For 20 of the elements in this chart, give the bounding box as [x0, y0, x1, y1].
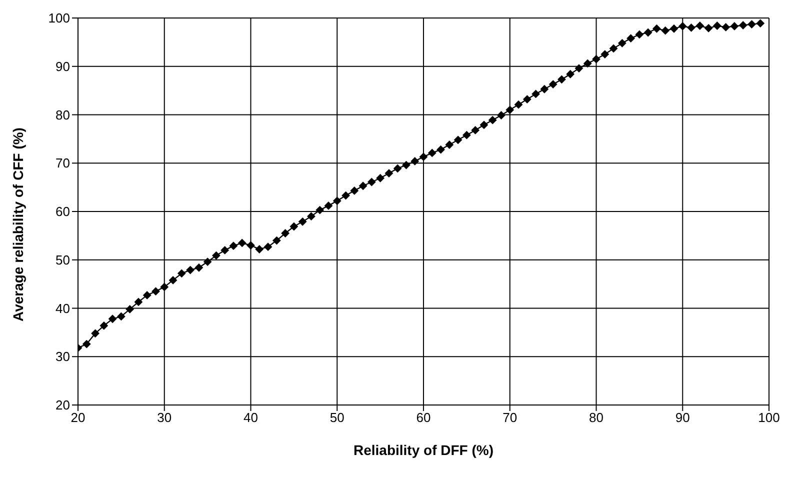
y-tick-label: 20 [56, 398, 70, 413]
y-tick-label: 60 [56, 204, 70, 220]
x-tick-label: 50 [330, 410, 344, 426]
x-tick-label: 40 [244, 410, 258, 426]
y-tick-label: 50 [56, 252, 70, 268]
y-tick-label: 100 [48, 10, 70, 26]
x-axis-title: Reliability of DFF (%) [354, 442, 494, 458]
x-tick-label: 70 [502, 410, 518, 426]
x-tick-label: 100 [758, 410, 780, 426]
y-tick-label: 80 [56, 107, 70, 122]
x-tick-label: 20 [70, 410, 86, 426]
y-tick-label: 40 [56, 300, 70, 316]
x-tick-label: 30 [157, 410, 172, 426]
x-tick-label: 90 [675, 410, 690, 426]
y-tick-label: 70 [56, 156, 70, 171]
y-axis-title: Average reliability of CFF (%) [10, 128, 26, 322]
x-tick-label: 80 [589, 410, 604, 426]
y-tick-label: 90 [56, 58, 70, 74]
y-tick-label: 30 [56, 349, 70, 364]
x-tick-label: 60 [416, 410, 431, 426]
